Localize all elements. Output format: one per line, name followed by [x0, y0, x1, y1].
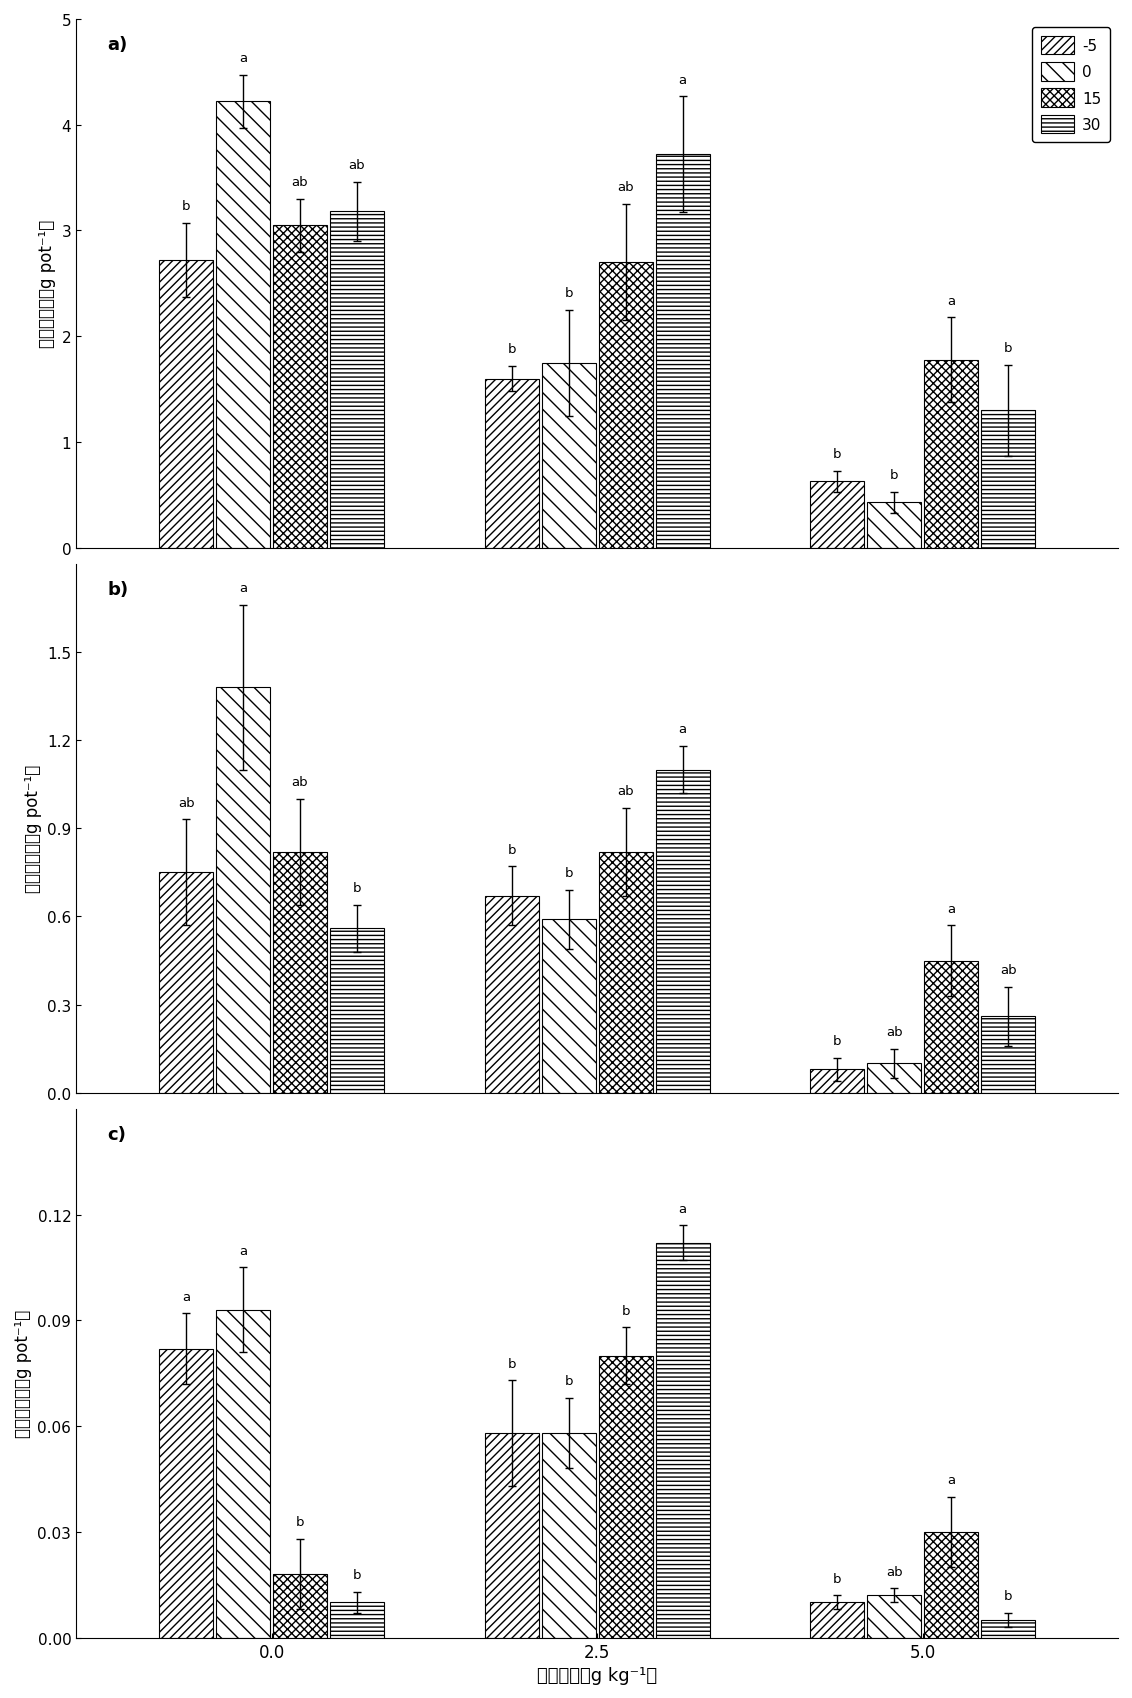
Bar	[981, 411, 1036, 548]
Bar	[599, 263, 653, 548]
Bar	[811, 1603, 865, 1639]
Text: b: b	[833, 1034, 841, 1048]
Text: a: a	[678, 1202, 687, 1214]
Bar	[273, 852, 327, 1094]
Text: b: b	[353, 1569, 361, 1581]
Bar	[484, 897, 539, 1094]
Bar	[273, 226, 327, 548]
Bar	[811, 1070, 865, 1094]
Text: a: a	[182, 1290, 190, 1302]
Text: b: b	[295, 1516, 305, 1528]
Text: b: b	[565, 287, 573, 301]
Bar	[158, 261, 213, 548]
Bar	[541, 363, 595, 548]
Bar	[158, 873, 213, 1094]
Text: b: b	[182, 200, 190, 214]
Y-axis label: 地上生物量（g pot⁻¹）: 地上生物量（g pot⁻¹）	[38, 221, 55, 348]
Text: b: b	[507, 844, 516, 856]
Text: b: b	[565, 868, 573, 880]
Text: a: a	[239, 1245, 247, 1257]
Text: a: a	[947, 1474, 955, 1486]
Text: ab: ab	[886, 1026, 902, 1039]
Bar	[655, 155, 710, 548]
Text: ab: ab	[886, 1566, 902, 1577]
Text: b: b	[1004, 341, 1012, 355]
Bar	[484, 1433, 539, 1639]
Text: b: b	[1004, 1589, 1012, 1603]
Bar	[655, 771, 710, 1094]
Bar	[867, 1063, 921, 1094]
Bar	[329, 1603, 384, 1639]
Text: a): a)	[108, 36, 128, 54]
Bar	[655, 1243, 710, 1639]
Text: ab: ab	[617, 182, 634, 194]
Legend: -5, 0, 15, 30: -5, 0, 15, 30	[1031, 27, 1110, 143]
Text: a: a	[947, 294, 955, 307]
Text: b: b	[507, 1357, 516, 1370]
Text: ab: ab	[349, 160, 366, 171]
Bar	[216, 688, 271, 1094]
Bar	[329, 212, 384, 548]
Text: c): c)	[108, 1126, 127, 1143]
Bar	[811, 482, 865, 548]
Bar	[599, 852, 653, 1094]
Bar	[158, 1348, 213, 1639]
Text: a: a	[947, 902, 955, 915]
Bar	[599, 1355, 653, 1639]
Text: ab: ab	[292, 776, 308, 790]
Text: a: a	[239, 582, 247, 594]
Bar	[924, 1532, 978, 1639]
Text: b: b	[565, 1374, 573, 1387]
Text: ab: ab	[617, 784, 634, 798]
Text: b: b	[833, 1572, 841, 1584]
Bar	[981, 1017, 1036, 1094]
Bar	[329, 929, 384, 1094]
Text: b: b	[621, 1304, 629, 1318]
Bar	[541, 920, 595, 1094]
Text: a: a	[239, 53, 247, 65]
Text: a: a	[678, 723, 687, 735]
Text: a: a	[678, 73, 687, 87]
Bar	[867, 1596, 921, 1639]
Y-axis label: 球茎生物量（g pot⁻¹）: 球茎生物量（g pot⁻¹）	[14, 1309, 32, 1438]
Text: ab: ab	[292, 177, 308, 188]
Bar	[484, 379, 539, 548]
Text: b: b	[353, 881, 361, 895]
Y-axis label: 地下生物量（g pot⁻¹）: 地下生物量（g pot⁻¹）	[24, 764, 42, 893]
Bar	[867, 503, 921, 548]
Bar	[216, 1309, 271, 1639]
Text: b): b)	[108, 581, 129, 598]
Bar	[981, 1620, 1036, 1639]
Bar	[541, 1433, 595, 1639]
Bar	[924, 360, 978, 548]
Bar	[924, 961, 978, 1094]
Bar	[216, 102, 271, 548]
Text: ab: ab	[178, 796, 195, 810]
Text: b: b	[890, 469, 899, 482]
Text: ab: ab	[1000, 964, 1017, 976]
Text: b: b	[507, 343, 516, 357]
Bar	[273, 1574, 327, 1639]
X-axis label: 盐碱浓度（g kg⁻¹）: 盐碱浓度（g kg⁻¹）	[537, 1666, 658, 1684]
Text: b: b	[833, 448, 841, 460]
